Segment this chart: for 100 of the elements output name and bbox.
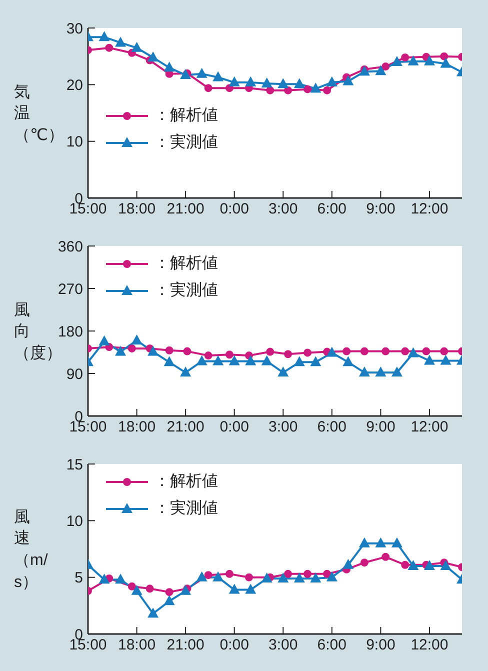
x-tick-label: 9:00 [366, 636, 396, 654]
point [342, 558, 354, 569]
x-tick-label: 0:00 [220, 418, 249, 436]
point [360, 558, 368, 567]
x-tick-label: 12:00 [410, 200, 448, 218]
point [228, 584, 240, 594]
point [304, 570, 312, 578]
y-tick-label: 270 [58, 280, 83, 298]
point [424, 55, 435, 66]
point [424, 354, 435, 365]
point [148, 346, 159, 356]
point [294, 356, 305, 366]
x-tick-label: 3:00 [268, 418, 298, 436]
point [261, 572, 272, 582]
point [196, 571, 208, 582]
point [115, 36, 126, 47]
point [164, 595, 175, 606]
point [440, 354, 452, 365]
point [304, 85, 312, 94]
point [326, 346, 338, 357]
point [266, 348, 274, 356]
point [105, 44, 114, 52]
point [284, 570, 292, 578]
point [310, 356, 322, 366]
point [310, 82, 322, 93]
point [131, 584, 142, 595]
y-tick-label: 10 [66, 512, 83, 530]
point [391, 56, 402, 66]
point [382, 62, 390, 71]
point [391, 366, 402, 377]
point [128, 344, 136, 352]
point [294, 572, 305, 582]
point [278, 572, 289, 582]
point [424, 560, 435, 570]
x-tick-label: 6:00 [317, 636, 347, 654]
point [266, 86, 274, 94]
point [225, 570, 234, 578]
point [212, 71, 224, 82]
point [244, 573, 253, 582]
point [360, 347, 368, 356]
legend-label: ：実測値 [154, 280, 218, 301]
point [440, 58, 452, 68]
point [204, 571, 212, 580]
point [440, 52, 448, 60]
point [284, 86, 292, 94]
point [358, 366, 370, 377]
x-tick-label: 3:00 [268, 200, 298, 218]
point [165, 346, 174, 354]
point [245, 76, 256, 86]
point [326, 571, 338, 582]
point [375, 537, 386, 548]
point [183, 347, 192, 356]
point [165, 588, 174, 596]
y-axis-title: 気温（℃） [14, 82, 64, 146]
legend-label: ：解析値 [154, 106, 218, 126]
point [98, 335, 110, 346]
point [375, 366, 386, 377]
point [304, 348, 312, 357]
point [401, 347, 410, 356]
point [391, 537, 402, 548]
point [212, 355, 224, 366]
x-tick-label: 18:00 [118, 200, 156, 218]
point [408, 347, 419, 358]
point [228, 355, 240, 366]
point [440, 560, 452, 570]
x-tick-label: 3:00 [268, 636, 298, 654]
point [196, 68, 208, 78]
point [98, 574, 110, 584]
point [131, 334, 142, 344]
point [228, 76, 240, 86]
x-tick-label: 21:00 [166, 418, 204, 436]
x-tick-label: 12:00 [410, 636, 448, 654]
point [278, 366, 289, 377]
point [326, 76, 338, 86]
y-axis-title: 風速（m/s） [14, 508, 48, 593]
point [261, 78, 272, 88]
point [422, 347, 430, 356]
legend-label: ：実測値 [154, 132, 218, 153]
x-tick-label: 18:00 [118, 636, 156, 654]
legend-label: ：解析値 [154, 472, 218, 492]
point [204, 84, 212, 92]
point [245, 355, 256, 366]
point [146, 584, 154, 593]
point [342, 75, 354, 86]
point [225, 350, 234, 359]
point [342, 347, 351, 356]
x-tick-label: 21:00 [166, 636, 204, 654]
point [128, 582, 136, 590]
x-tick-label: 6:00 [317, 200, 347, 218]
x-tick-label: 21:00 [166, 200, 204, 218]
point [204, 352, 212, 360]
x-tick-label: 0:00 [220, 200, 249, 218]
point [408, 55, 419, 66]
legend-label: ：解析値 [154, 254, 218, 274]
point [440, 347, 448, 356]
point [180, 366, 192, 377]
point [196, 355, 208, 366]
point [98, 31, 110, 42]
point [115, 574, 126, 584]
point [278, 78, 289, 88]
